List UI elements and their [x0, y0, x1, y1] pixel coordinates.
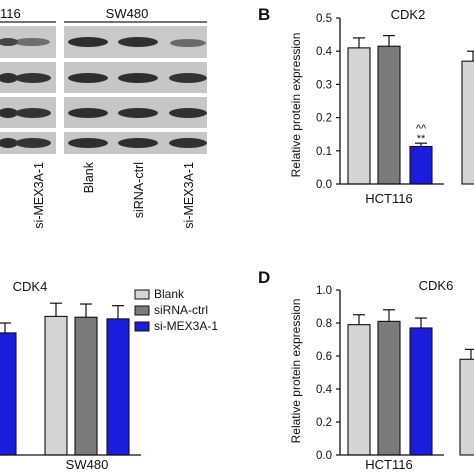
legend-label-sirna-ctrl: siRNA-ctrl — [154, 303, 208, 317]
legend-swatch-si-mex3a — [134, 321, 150, 332]
x-group-label-cdk2: HCT116 — [365, 191, 412, 206]
clipped-bar-cdk4-0 — [0, 332, 17, 456]
bar-cdk6-si-mex3a — [409, 327, 433, 456]
y-ticks-cdk2: 0.0 0.1 0.2 0.3 0.4 0.5 — [316, 13, 340, 191]
y-tick-label-cdk6-2: 0.4 — [316, 384, 333, 396]
y-ticks-cdk6: 0.0 0.2 0.4 0.6 0.8 1.0 — [316, 285, 340, 462]
blot-lane-label-sirna-ctrl: siRNA-ctrl — [132, 162, 146, 218]
blot-lane-label-blank: Blank — [82, 161, 96, 193]
bar-cdk4-sirna-ctrl — [74, 316, 98, 456]
y-tick-label-cdk2-4: 0.4 — [316, 46, 333, 58]
x-group-label-cdk4: SW480 — [66, 457, 109, 472]
bar-cdk6-blank — [347, 324, 371, 456]
bars-cdk6 — [347, 309, 433, 456]
y-tick-label-cdk2-3: 0.3 — [316, 79, 332, 91]
y-axis-label-cdk6: Relative protein expression — [289, 299, 303, 444]
bars-cdk2 — [347, 34, 433, 185]
blot-cell-line-left: 116 — [0, 6, 21, 21]
clipped-bars-cdk4 — [0, 322, 17, 456]
y-tick-label-cdk2-0: 0.0 — [316, 179, 332, 191]
blot-cell-line-right: SW480 — [106, 6, 149, 21]
y-tick-label-cdk6-1: 0.2 — [316, 417, 332, 429]
panel-label-b: B — [258, 5, 270, 24]
y-tick-label-cdk2-1: 0.1 — [316, 146, 332, 158]
chart-title-cdk4: CDK4 — [13, 279, 48, 294]
bar-cdk6-sirna-ctrl — [377, 320, 401, 456]
clipped-bar-cdk6-0 — [459, 358, 474, 456]
bar-cdk4-si-mex3a — [106, 318, 130, 456]
blot-lane-label-si-mex3a: si-MEX3A-1 — [182, 162, 196, 229]
bar-cdk2-sirna-ctrl — [377, 45, 401, 185]
chart-title-cdk6: CDK6 — [419, 278, 454, 293]
chart-panel-cdk4: CDK4 SW480 Blank siRNA-ctrl si-MEX3A-1 — [0, 279, 218, 472]
chart-panel-cdk6: D CDK6 Relative protein expression HCT11… — [258, 268, 474, 472]
y-tick-label-cdk2-5: 0.5 — [316, 13, 332, 25]
blot-membrane-right — [64, 26, 207, 154]
legend-label-blank: Blank — [154, 287, 185, 301]
clipped-bar-cdk2-0 — [461, 60, 474, 185]
y-tick-label-cdk6-3: 0.6 — [316, 351, 332, 363]
western-blot-panel: 116 SW480 — [0, 6, 207, 229]
bars-cdk4 — [44, 302, 130, 456]
chart-panel-cdk2: B CDK2 Relative protein expression HCT11… — [258, 5, 474, 206]
x-group-label-cdk6: HCT116 — [365, 457, 412, 472]
y-axis-label-cdk2: Relative protein expression — [289, 33, 303, 178]
y-tick-label-cdk6-5: 1.0 — [316, 285, 332, 297]
clipped-bars-cdk6 — [459, 348, 474, 456]
bar-cdk4-blank — [44, 315, 68, 456]
chart-title-cdk2: CDK2 — [391, 7, 426, 22]
significance-caret-cdk2: ^^ — [416, 123, 427, 135]
y-tick-label-cdk2-2: 0.2 — [316, 113, 332, 125]
bar-cdk2-si-mex3a — [409, 145, 433, 185]
blot-lane-label-left-mex: si-MEX3A-1 — [32, 162, 46, 229]
clipped-bars-cdk2 — [461, 50, 474, 185]
legend-swatch-blank — [134, 289, 150, 300]
legend-swatch-sirna-ctrl — [134, 305, 150, 316]
significance-stars-cdk2: ** — [417, 133, 426, 145]
bar-cdk2-blank — [347, 47, 371, 185]
significance-cdk2: ^^ ** — [416, 123, 427, 145]
y-tick-label-cdk6-0: 0.0 — [316, 450, 332, 462]
legend: Blank siRNA-ctrl si-MEX3A-1 — [134, 287, 218, 333]
blot-membrane-left — [0, 26, 56, 154]
y-tick-label-cdk6-4: 0.8 — [316, 318, 332, 330]
panel-label-d: D — [258, 268, 270, 287]
legend-label-si-mex3a: si-MEX3A-1 — [154, 319, 218, 333]
